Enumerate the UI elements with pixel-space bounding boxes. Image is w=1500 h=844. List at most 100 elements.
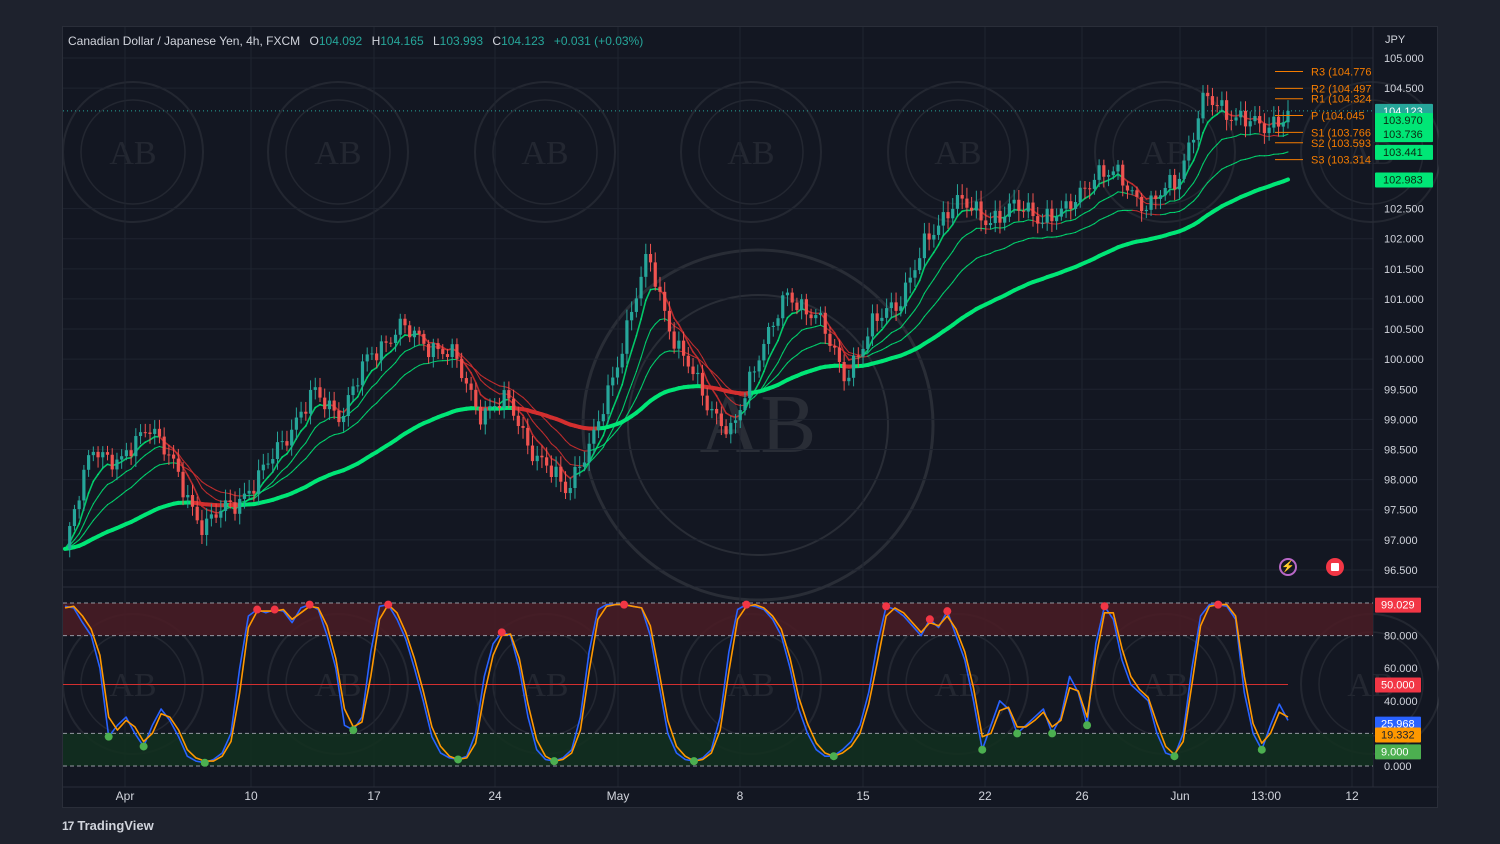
candle-body: [828, 333, 832, 347]
ema-fast-line: [956, 210, 963, 217]
ema-medium-line: [711, 372, 718, 381]
ema-medium-line: [121, 470, 127, 476]
ema-medium-line: [786, 338, 793, 345]
candle-body: [460, 358, 464, 379]
bullish-cross-dot: [1013, 729, 1022, 738]
price-tick-label: 100.500: [1384, 324, 1424, 336]
ema-medium-line: [966, 231, 973, 236]
ema-fast-line: [895, 312, 902, 317]
price-badge-value: 103.736: [1383, 129, 1423, 141]
ema-fast-line: [83, 492, 90, 510]
ema-medium-line: [574, 464, 581, 467]
ema-medium-line: [253, 494, 260, 500]
ema-medium-line: [1023, 219, 1029, 223]
ema-slow-line: [555, 429, 562, 436]
ema-medium-line: [177, 453, 184, 461]
symbol-title[interactable]: Canadian Dollar / Japanese Yen, 4h, FXCM: [68, 34, 301, 48]
ema-fast-line: [97, 467, 104, 476]
candle-body: [1036, 216, 1040, 224]
candle-body: [568, 488, 572, 494]
ema-slow-line: [607, 434, 614, 441]
candle-body: [530, 445, 535, 462]
ema-medium-line: [413, 344, 420, 348]
ema-fast-line: [918, 266, 926, 282]
lightning-alert-icon[interactable]: ⚡: [1279, 558, 1297, 576]
bullish-cross-dot: [1048, 729, 1057, 738]
ema-slow-line: [777, 368, 784, 376]
candle-body: [337, 410, 341, 423]
price-tick-label: 99.000: [1384, 414, 1418, 426]
symbol-legend[interactable]: Canadian Dollar / Japanese Yen, 4h, FXCM…: [68, 34, 643, 48]
ema-fast-line: [791, 311, 798, 315]
candle-body: [299, 411, 303, 418]
candle-body: [913, 270, 917, 278]
candle-body: [365, 354, 369, 362]
ema-slow-line: [1103, 215, 1110, 219]
ema-slow-line: [413, 364, 420, 369]
ema-slow-line: [385, 388, 392, 394]
candle-body: [634, 298, 638, 312]
bullish-cross-dot: [200, 758, 209, 767]
ema-medium-line: [475, 370, 482, 381]
ema-slow-line: [933, 299, 940, 306]
ema-medium-line: [1207, 148, 1213, 156]
ema-medium-line: [843, 346, 850, 353]
ema-medium-line: [352, 405, 359, 411]
ema-slow-line: [786, 357, 793, 364]
candle-body: [681, 340, 686, 356]
chart-frame: AB AB AB AB AB AB AB AB AB AB AB AB AB AB AB R3 (104.77…: [62, 26, 1439, 809]
ema-medium-line: [598, 446, 604, 454]
candle-body: [516, 415, 520, 427]
ema-fast-line: [1216, 109, 1223, 116]
candle-body: [677, 340, 681, 349]
ema-fast-line: [531, 433, 539, 442]
ema-fast-line: [715, 395, 723, 406]
candle-body: [1262, 123, 1266, 134]
ema-medium-line: [749, 396, 755, 402]
candle-body: [209, 514, 213, 519]
ema-slow-line: [1202, 182, 1209, 190]
candle-body: [932, 234, 936, 240]
ema-fast-line: [305, 414, 312, 427]
candle-body: [167, 454, 171, 456]
ema-fast-line: [692, 351, 699, 359]
ema-slow-line: [1226, 164, 1232, 168]
ema-medium-line: [371, 382, 378, 388]
ema-medium-line: [1240, 133, 1247, 136]
ema-slow-line: [319, 439, 326, 444]
ema-slow-line: [201, 481, 208, 486]
ema-medium-line: [1070, 218, 1077, 222]
ema-slow-line: [149, 466, 156, 472]
ema-fast-line: [668, 305, 675, 320]
bearish-cross-dot: [384, 600, 393, 609]
ema-fast-line: [730, 415, 737, 419]
ema-medium-line: [83, 512, 90, 525]
ema-fast-line: [763, 358, 770, 373]
ema-fast-line: [1126, 180, 1133, 185]
ema-medium-line: [867, 347, 874, 354]
ema-fast-line: [276, 456, 284, 465]
ema-medium-line: [716, 379, 722, 389]
high-label: H: [371, 34, 381, 48]
ema-medium-line: [102, 483, 109, 491]
ema-medium-line: [1126, 193, 1133, 196]
candle-body: [261, 464, 265, 471]
candle-body: [851, 355, 856, 378]
ema-slow-line: [446, 358, 453, 362]
ema-slow-line: [475, 369, 482, 376]
oscillator-tick-label: 80.000: [1384, 631, 1418, 643]
candle-body: [323, 397, 327, 410]
tradingview-logo[interactable]: 17 TradingView: [62, 818, 154, 833]
candle-body: [1267, 127, 1271, 134]
ema-medium-line: [1226, 136, 1232, 139]
watermark-ring: [1300, 81, 1439, 223]
ema-slow-line: [371, 402, 378, 408]
ema-medium-line: [980, 227, 987, 230]
ema-fast-line: [645, 288, 652, 302]
ema-medium-line: [1008, 221, 1015, 226]
record-icon[interactable]: [1326, 558, 1344, 576]
ema-medium-line: [1027, 219, 1034, 222]
ema-medium-line: [815, 324, 822, 328]
ema-slow-line: [527, 401, 534, 408]
